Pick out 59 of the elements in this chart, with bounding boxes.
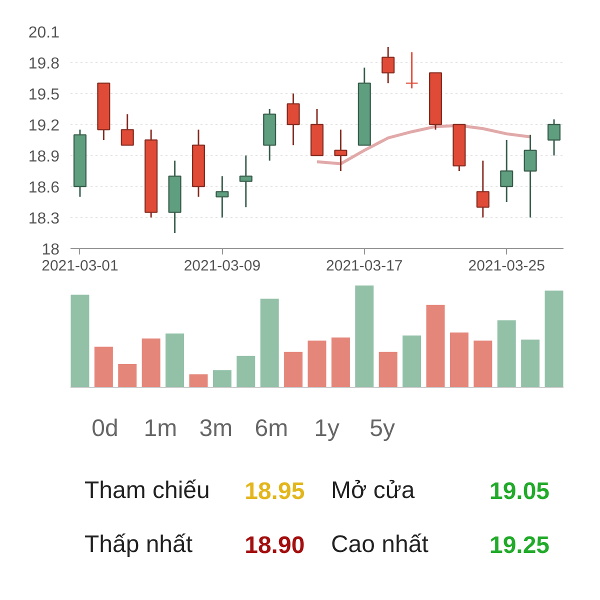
bar (284, 352, 303, 388)
line-series (316, 124, 532, 166)
y-tick-label: 18.6 (28, 180, 60, 196)
bar (331, 338, 350, 388)
text: 18.90 (244, 532, 305, 559)
text: 3m (199, 415, 233, 442)
bar (521, 340, 540, 388)
bar (94, 346, 113, 388)
candlestick (547, 118, 561, 156)
y-tick-label: 18.3 (28, 210, 60, 228)
candlestick (286, 92, 300, 146)
text: 5y (370, 415, 396, 442)
text: 18.95 (244, 478, 305, 505)
candlestick (524, 134, 537, 218)
bar (450, 332, 468, 388)
y-tick-label: 20.1 (28, 24, 60, 42)
bar (426, 304, 445, 388)
x-tick-label: 2021-03-09 (184, 258, 261, 274)
candlestick (382, 46, 395, 84)
bar (142, 338, 160, 388)
bar (118, 364, 137, 388)
bar (378, 352, 398, 388)
candlestick (405, 51, 418, 90)
y-tick-label: 19.8 (28, 56, 60, 72)
y-tick-label: 19.2 (28, 118, 60, 134)
y-tick-label: 18 (42, 242, 60, 258)
bar (544, 290, 564, 388)
category-label: Tham chiếu (84, 477, 210, 504)
category-label: Cao nhất (330, 531, 429, 558)
bar (166, 333, 184, 388)
bar (402, 336, 422, 388)
text: 1y (314, 415, 340, 442)
text: 0d (92, 415, 118, 442)
y-tick-label: 18.9 (28, 148, 60, 166)
candlestick (216, 175, 229, 218)
bar (212, 370, 232, 388)
bar (308, 340, 326, 388)
category-label: Mở cửa (330, 477, 416, 504)
bar (70, 294, 90, 388)
x-tick-label: 2021-03-17 (326, 258, 403, 274)
text: 19.25 (489, 532, 550, 559)
x-tick-label: 2021-03-25 (468, 258, 545, 274)
candlestick (120, 113, 134, 146)
text: 6m (254, 415, 288, 442)
bar (189, 374, 208, 388)
text: 19.05 (489, 478, 550, 505)
candlestick (476, 160, 490, 218)
category-label: Thấp nhất (84, 531, 193, 558)
text: 1m (144, 415, 178, 442)
bar (474, 340, 492, 388)
y-tick-label: 19.5 (28, 86, 60, 104)
candlestick (239, 154, 252, 208)
bar (236, 356, 256, 388)
x-tick-label: 2021-03-01 (42, 258, 118, 274)
bar (355, 286, 374, 388)
candlestick (500, 139, 514, 203)
bar (497, 320, 516, 388)
bar (260, 298, 279, 388)
candlestick (334, 128, 348, 172)
